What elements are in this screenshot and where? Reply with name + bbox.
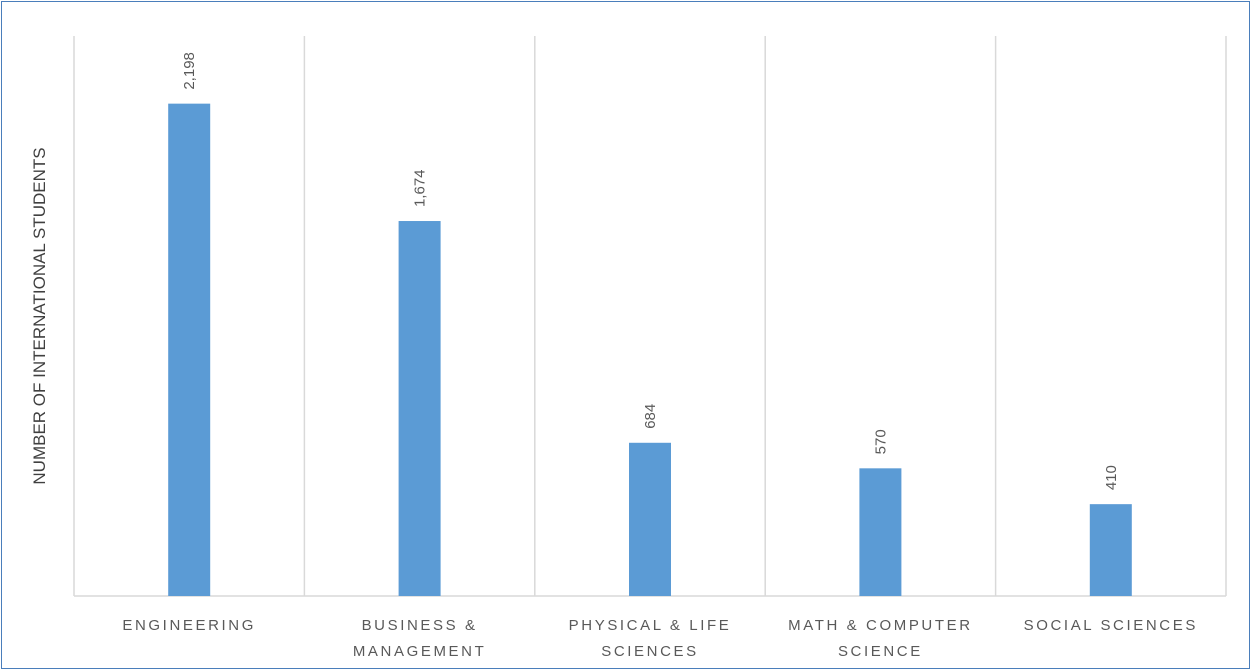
data-labels: 2,198 1,674 684 570 410 (181, 52, 1120, 490)
bar (629, 442, 671, 596)
data-label: 570 (872, 429, 889, 454)
bar (398, 221, 441, 597)
category-label: BUSINESS & (362, 617, 478, 634)
category-label: SCIENCES (601, 643, 699, 660)
category-label: SCIENCE (838, 643, 923, 660)
category-label: MANAGEMENT (353, 643, 487, 660)
bar (1089, 504, 1132, 596)
y-axis-title: NUMBER OF INTERNATIONAL STUDENTS (30, 147, 49, 484)
category-label: PHYSICAL & LIFE (569, 617, 732, 634)
category-label: ENGINEERING (122, 617, 256, 634)
category-label: MATH & COMPUTER (788, 617, 973, 634)
bars (168, 103, 1132, 597)
bar (859, 468, 902, 596)
data-label: 2,198 (181, 52, 198, 90)
bar (168, 103, 211, 596)
data-label: 1,674 (412, 169, 429, 207)
category-labels: ENGINEERING BUSINESS & MANAGEMENT PHYSICAL … (122, 617, 1198, 660)
data-label: 684 (642, 404, 659, 429)
category-label: SOCIAL SCIENCES (1024, 617, 1198, 634)
data-label: 410 (1103, 465, 1120, 490)
